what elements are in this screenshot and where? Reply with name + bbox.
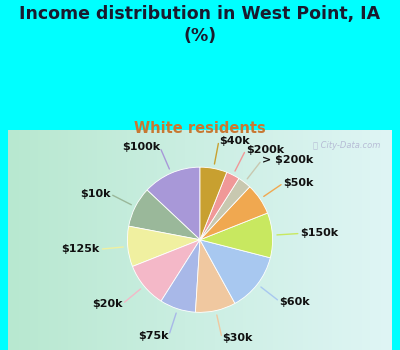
Text: $10k: $10k	[80, 189, 110, 199]
Text: $40k: $40k	[219, 136, 250, 146]
Wedge shape	[200, 167, 227, 240]
Wedge shape	[200, 172, 239, 240]
Wedge shape	[200, 187, 268, 240]
Text: $200k: $200k	[246, 145, 284, 155]
Wedge shape	[147, 167, 200, 240]
Wedge shape	[132, 240, 200, 301]
Text: ⓘ City-Data.com: ⓘ City-Data.com	[313, 140, 380, 149]
Text: $150k: $150k	[300, 229, 339, 238]
Text: $60k: $60k	[280, 296, 310, 307]
Wedge shape	[128, 226, 200, 266]
Wedge shape	[129, 190, 200, 240]
Wedge shape	[200, 240, 270, 303]
Wedge shape	[200, 178, 250, 240]
Wedge shape	[161, 240, 200, 312]
Text: $30k: $30k	[222, 333, 252, 343]
Text: $50k: $50k	[283, 178, 314, 188]
Text: Income distribution in West Point, IA
(%): Income distribution in West Point, IA (%…	[20, 5, 380, 46]
Text: $125k: $125k	[62, 244, 100, 254]
Text: $75k: $75k	[138, 331, 169, 341]
Wedge shape	[200, 213, 272, 258]
Text: $100k: $100k	[122, 142, 160, 152]
Text: $20k: $20k	[92, 299, 122, 309]
Text: > $200k: > $200k	[262, 155, 313, 165]
Wedge shape	[196, 240, 235, 312]
Text: White residents: White residents	[134, 121, 266, 136]
